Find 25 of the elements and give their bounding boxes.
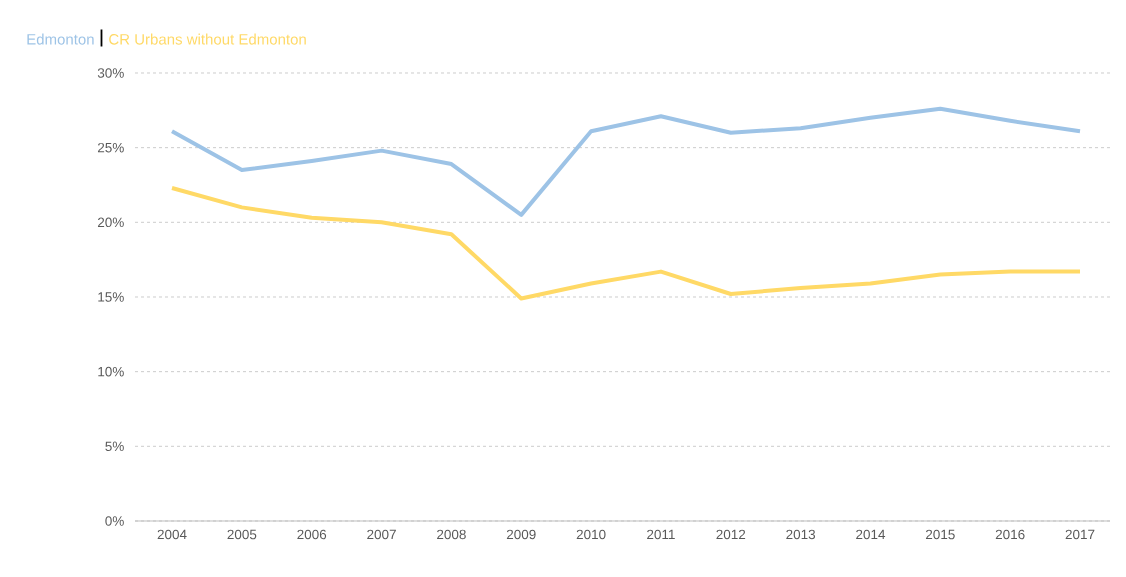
- y-tick-label: 5%: [105, 441, 124, 452]
- y-tick-label: 15%: [98, 292, 124, 302]
- x-tick-label: 2004: [157, 529, 187, 540]
- x-tick-label: 2008: [437, 529, 466, 540]
- y-tick-label: 20%: [97, 217, 124, 228]
- x-tick-label: 2009: [506, 529, 536, 540]
- x-tick-label: 2011: [647, 529, 675, 540]
- x-tick-label: 2016: [995, 529, 1025, 540]
- x-tick-label: 2006: [297, 529, 327, 540]
- x-tick-label: 2017: [1065, 529, 1095, 540]
- x-tick-label: 2005: [227, 529, 257, 540]
- line-series: [170, 185, 1083, 301]
- y-tick-label: 30%: [97, 68, 124, 78]
- text: CR Urbans without Edmonton: [109, 33, 306, 45]
- text: Edmonton: [27, 33, 94, 45]
- y-tick-label: 0%: [105, 516, 124, 526]
- x-tick-label: 2012: [716, 529, 746, 540]
- x-tick-label: 2010: [576, 529, 606, 540]
- y-tick-label: 25%: [97, 142, 124, 153]
- line-series: [170, 106, 1083, 217]
- x-tick-label: 2014: [856, 529, 886, 540]
- x-tick-label: 2007: [367, 529, 396, 540]
- x-tick-label: 2013: [786, 529, 816, 540]
- x-tick-label: 2015: [925, 529, 955, 540]
- y-tick-label: 10%: [98, 366, 124, 377]
